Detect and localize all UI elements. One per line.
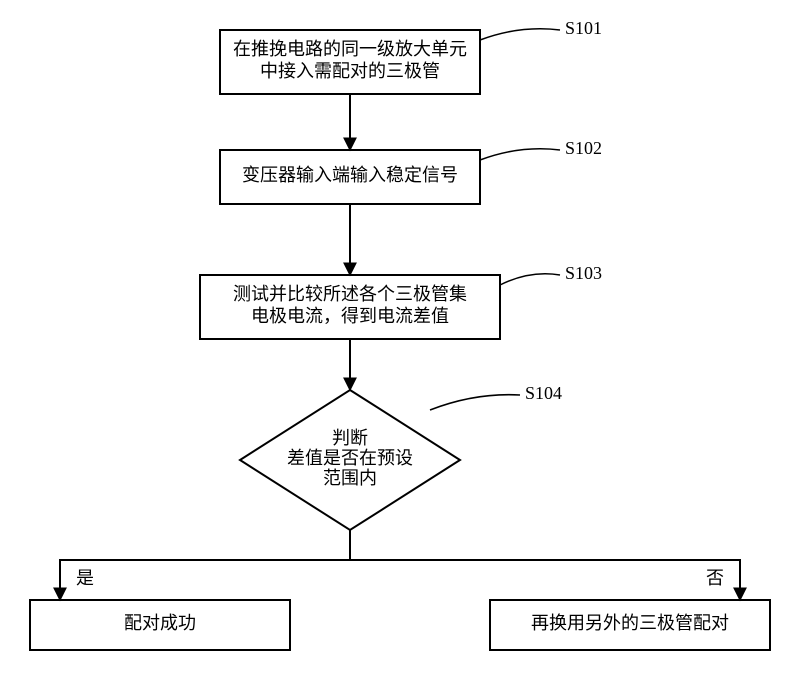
s104-line-0: 判断 xyxy=(332,428,368,448)
s101-line-1: 中接入需配对的三极管 xyxy=(260,61,440,81)
step-label-s101: S101 xyxy=(565,18,602,38)
leader-s104 xyxy=(430,395,520,410)
s101-line-0: 在推挽电路的同一级放大单元 xyxy=(233,39,467,59)
edge-3 xyxy=(60,530,350,600)
no_box-line-0: 再换用另外的三极管配对 xyxy=(531,613,729,633)
step-label-s104: S104 xyxy=(525,383,562,403)
s103-line-0: 测试并比较所述各个三极管集 xyxy=(233,284,467,304)
branch-label-4: 否 xyxy=(706,568,724,588)
leader-s103 xyxy=(500,274,560,285)
yes_box-line-0: 配对成功 xyxy=(124,613,196,633)
leader-s102 xyxy=(480,149,560,160)
s103-line-1: 电极电流，得到电流差值 xyxy=(251,306,449,326)
leader-s101 xyxy=(480,29,560,40)
s104-line-2: 范围内 xyxy=(323,468,377,488)
s102-line-0: 变压器输入端输入稳定信号 xyxy=(242,165,458,185)
step-label-s103: S103 xyxy=(565,263,602,283)
step-label-s102: S102 xyxy=(565,138,602,158)
s104-line-1: 差值是否在预设 xyxy=(287,448,413,468)
edge-4 xyxy=(350,530,740,600)
branch-label-3: 是 xyxy=(76,568,94,588)
